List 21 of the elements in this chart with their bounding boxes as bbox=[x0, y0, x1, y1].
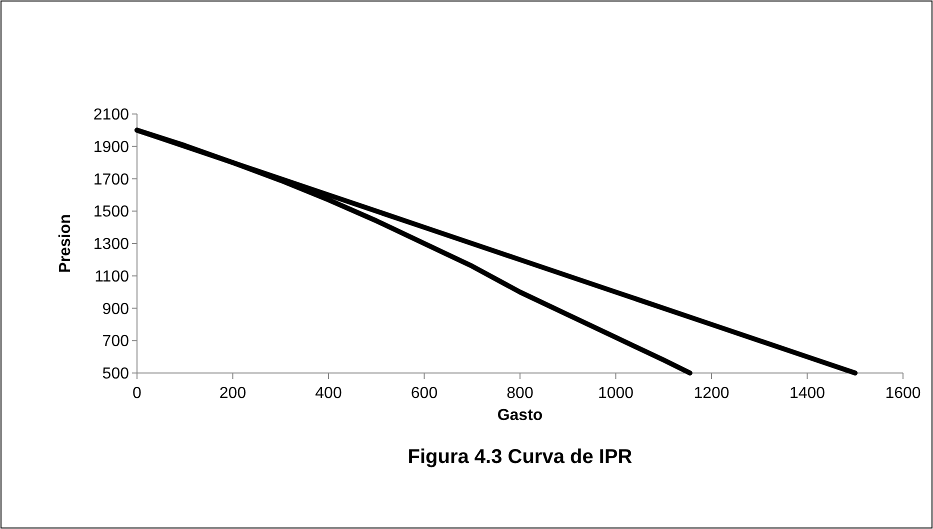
x-axis-title: Gasto bbox=[497, 407, 543, 424]
y-axis-title: Presion bbox=[57, 214, 74, 273]
x-tick-label: 0 bbox=[132, 385, 142, 402]
y-tick-label: 1500 bbox=[93, 204, 130, 221]
x-tick-label: 1400 bbox=[789, 385, 826, 402]
y-tick-label: 500 bbox=[102, 366, 130, 383]
x-tick-label: 800 bbox=[506, 385, 534, 402]
y-tick-label: 1900 bbox=[93, 138, 130, 156]
x-tick-label: 1000 bbox=[598, 385, 634, 402]
y-tick-label: 900 bbox=[102, 300, 130, 318]
y-tick-label: 1700 bbox=[93, 171, 130, 188]
y-tick-label: 1100 bbox=[94, 268, 130, 286]
y-tick-label: 1300 bbox=[93, 236, 130, 254]
text: Figura 4.3 Curva de IPR bbox=[408, 446, 633, 468]
x-tick-label: 600 bbox=[410, 385, 438, 402]
x-tick-label: 200 bbox=[219, 385, 246, 402]
x-tick-label: 400 bbox=[315, 385, 342, 402]
x-tick-label: 1600 bbox=[885, 385, 921, 402]
x-tick-label: 1200 bbox=[694, 385, 730, 402]
y-tick-label: 700 bbox=[102, 333, 130, 350]
y-tick-label: 2100 bbox=[93, 106, 130, 124]
